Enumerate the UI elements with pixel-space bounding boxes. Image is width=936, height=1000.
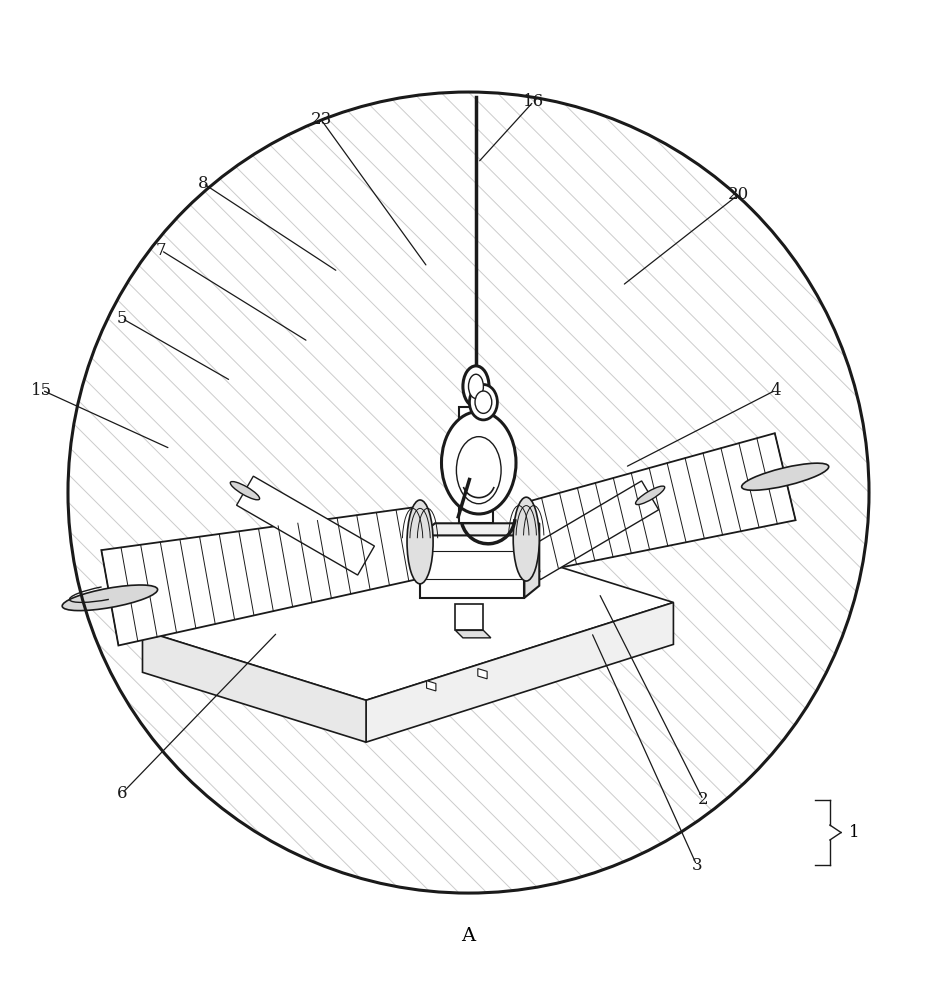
- Ellipse shape: [441, 412, 516, 514]
- Polygon shape: [142, 533, 673, 700]
- Text: 8: 8: [197, 175, 208, 192]
- Polygon shape: [426, 681, 435, 691]
- Text: 16: 16: [522, 93, 544, 110]
- Ellipse shape: [471, 492, 480, 508]
- Ellipse shape: [468, 374, 483, 398]
- Polygon shape: [419, 523, 539, 535]
- Polygon shape: [236, 476, 374, 575]
- Polygon shape: [477, 669, 487, 679]
- Polygon shape: [522, 481, 658, 580]
- Circle shape: [68, 92, 868, 893]
- Polygon shape: [142, 630, 366, 742]
- Ellipse shape: [513, 497, 539, 581]
- Ellipse shape: [635, 486, 664, 505]
- Text: 15: 15: [31, 382, 52, 399]
- Text: A: A: [461, 927, 475, 945]
- Ellipse shape: [741, 463, 827, 490]
- Polygon shape: [524, 523, 539, 598]
- Polygon shape: [101, 507, 428, 645]
- Polygon shape: [366, 602, 673, 742]
- Ellipse shape: [406, 500, 432, 584]
- Bar: [459, 407, 492, 523]
- Text: 5: 5: [117, 310, 127, 327]
- Text: 20: 20: [727, 186, 749, 203]
- Text: 4: 4: [769, 382, 781, 399]
- Ellipse shape: [475, 391, 491, 413]
- Polygon shape: [523, 433, 795, 572]
- Ellipse shape: [62, 585, 157, 611]
- Text: 3: 3: [691, 857, 701, 874]
- Ellipse shape: [456, 437, 501, 504]
- Polygon shape: [419, 535, 524, 598]
- Text: 7: 7: [155, 242, 167, 259]
- Ellipse shape: [230, 482, 259, 500]
- Ellipse shape: [469, 385, 497, 420]
- Text: 1: 1: [848, 824, 858, 841]
- Text: 23: 23: [311, 111, 331, 128]
- Text: 6: 6: [117, 785, 127, 802]
- Polygon shape: [455, 630, 490, 638]
- Polygon shape: [455, 604, 483, 630]
- Text: 2: 2: [697, 791, 708, 808]
- Ellipse shape: [462, 366, 489, 407]
